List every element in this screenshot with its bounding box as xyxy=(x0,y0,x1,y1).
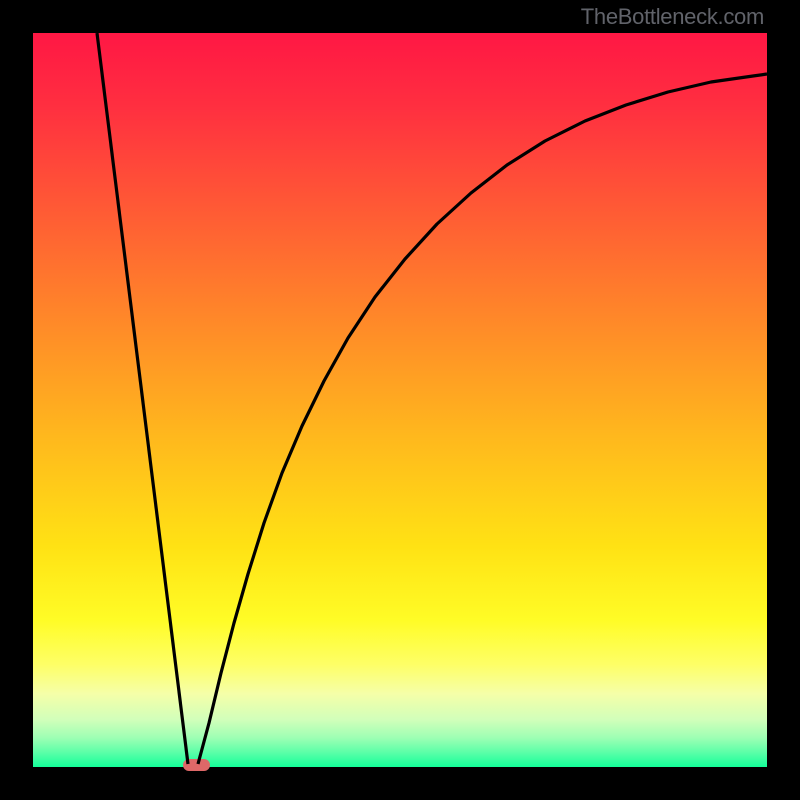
curve-layer xyxy=(33,33,767,767)
watermark-text: TheBottleneck.com xyxy=(581,4,764,30)
chart-root: TheBottleneck.com xyxy=(0,0,800,800)
plot-area xyxy=(33,33,767,767)
curve-right-branch xyxy=(198,74,767,764)
curve-left-branch xyxy=(97,33,188,764)
